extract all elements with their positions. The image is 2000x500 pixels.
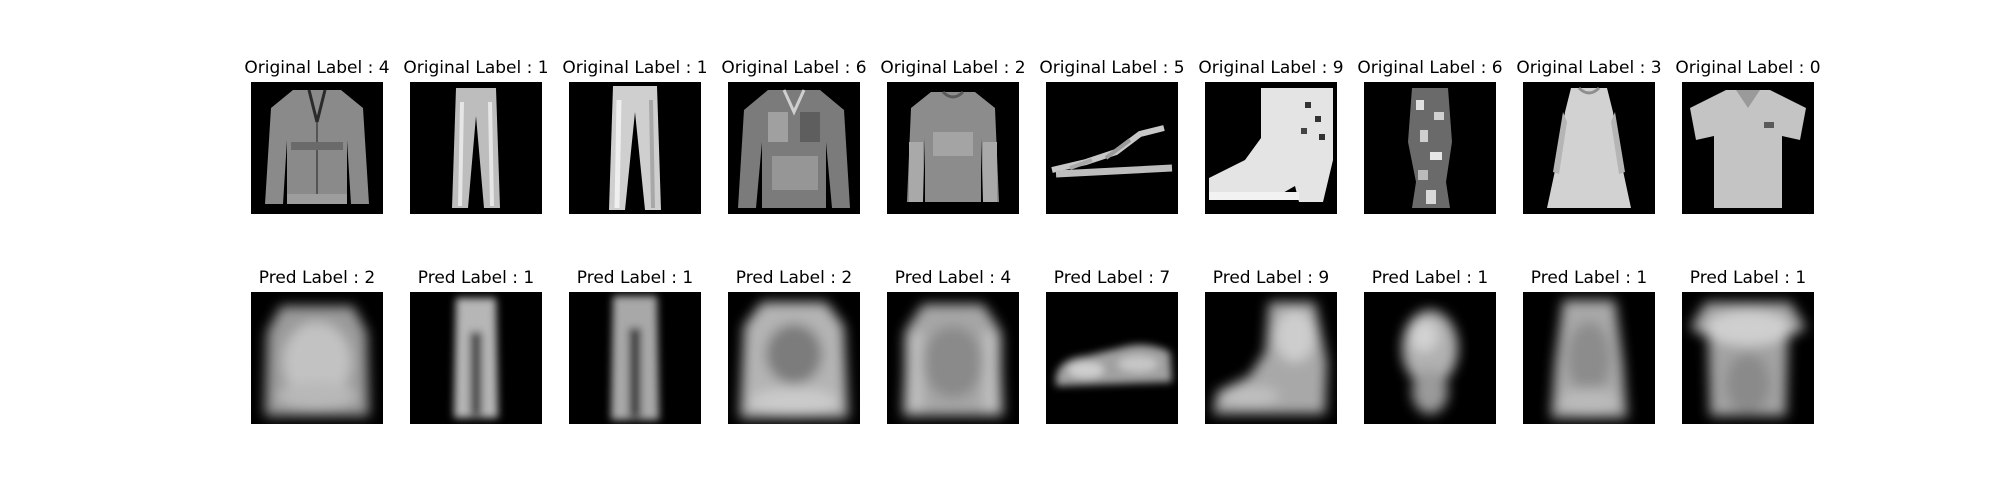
- pred-title-10: Pred Label : 1: [1689, 268, 1807, 288]
- sandal-icon: [1046, 82, 1178, 214]
- prediction-row: Pred Label : 2 Pred Label : 1: [0, 268, 2000, 428]
- pred-title-4: Pred Label : 2: [735, 268, 853, 288]
- trouser-icon: [410, 82, 542, 214]
- blurred-trouser-icon: [569, 292, 701, 424]
- original-title-10: Original Label : 0: [1675, 58, 1821, 78]
- pred-title-8: Pred Label : 1: [1371, 268, 1489, 288]
- coat-icon: [251, 82, 383, 214]
- original-row: Original Label : 4 Original Label : 1: [0, 58, 2000, 218]
- original-title-1: Original Label : 4: [244, 58, 390, 78]
- pred-title-9: Pred Label : 1: [1530, 268, 1648, 288]
- original-title-8: Original Label : 6: [1357, 58, 1503, 78]
- pred-title-7: Pred Label : 9: [1212, 268, 1330, 288]
- original-title-7: Original Label : 9: [1198, 58, 1344, 78]
- pred-title-6: Pred Label : 7: [1053, 268, 1171, 288]
- original-title-5: Original Label : 2: [880, 58, 1026, 78]
- blurred-dress-icon: [1523, 292, 1655, 424]
- blurred-sneaker-icon: [1046, 292, 1178, 424]
- shirt-icon: [728, 82, 860, 214]
- blurred-tshirt-icon: [1682, 292, 1814, 424]
- blurred-pullover-icon: [728, 292, 860, 424]
- original-title-6: Original Label : 5: [1039, 58, 1185, 78]
- blurred-trouser-icon: [410, 292, 542, 424]
- dress-icon: [1523, 82, 1655, 214]
- shirt-icon: [1364, 82, 1496, 214]
- pred-title-1: Pred Label : 2: [258, 268, 376, 288]
- blurred-blob-icon: [1364, 292, 1496, 424]
- trouser-icon: [569, 82, 701, 214]
- pullover-icon: [887, 82, 1019, 214]
- original-title-3: Original Label : 1: [562, 58, 708, 78]
- original-title-9: Original Label : 3: [1516, 58, 1662, 78]
- tshirt-icon: [1682, 82, 1814, 214]
- pred-title-5: Pred Label : 4: [894, 268, 1012, 288]
- original-title-4: Original Label : 6: [721, 58, 867, 78]
- blurred-coat-icon: [887, 292, 1019, 424]
- blurred-ankle-boot-icon: [1205, 292, 1337, 424]
- pred-title-2: Pred Label : 1: [417, 268, 535, 288]
- pred-title-3: Pred Label : 1: [576, 268, 694, 288]
- original-title-2: Original Label : 1: [403, 58, 549, 78]
- ankle-boot-icon: [1205, 82, 1337, 214]
- blurred-pullover-icon: [251, 292, 383, 424]
